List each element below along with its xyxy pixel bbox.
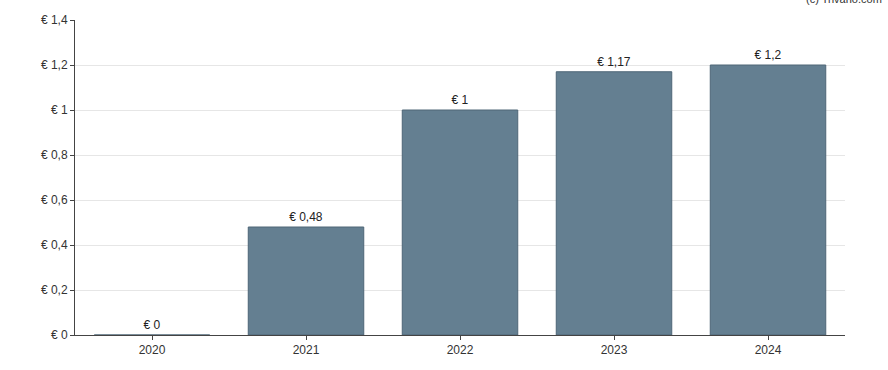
svg-text:2020: 2020 [139,343,166,357]
svg-text:2021: 2021 [293,343,320,357]
svg-text:€ 1: € 1 [51,103,68,117]
svg-text:2024: 2024 [755,343,782,357]
svg-text:€ 1,2: € 1,2 [41,58,68,72]
svg-text:€ 0,48: € 0,48 [289,210,323,224]
svg-text:€ 0,6: € 0,6 [41,193,68,207]
svg-text:(c) Trivano.com: (c) Trivano.com [806,0,882,5]
svg-text:€ 0,4: € 0,4 [41,238,68,252]
svg-text:€ 0,2: € 0,2 [41,283,68,297]
svg-text:2022: 2022 [447,343,474,357]
svg-text:€ 0,8: € 0,8 [41,148,68,162]
svg-text:2023: 2023 [601,343,628,357]
svg-text:€ 1,2: € 1,2 [754,48,781,62]
svg-text:€ 0: € 0 [143,318,160,332]
svg-text:€ 1,17: € 1,17 [597,55,631,69]
svg-text:€ 1,4: € 1,4 [41,13,68,27]
svg-text:€ 1: € 1 [451,93,468,107]
svg-text:€ 0: € 0 [51,328,68,342]
